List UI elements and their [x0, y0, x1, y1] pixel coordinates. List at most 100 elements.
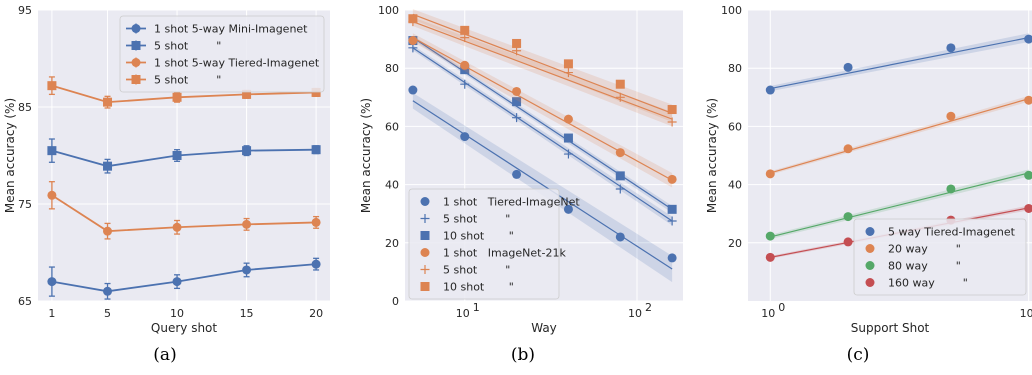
data-point — [512, 113, 522, 123]
data-point — [667, 253, 677, 263]
x-tick-label: 10 — [1020, 307, 1032, 320]
data-point — [103, 97, 113, 107]
fit-line — [770, 37, 1029, 90]
legend-swatch-marker — [131, 58, 141, 67]
data-point — [667, 204, 677, 214]
legend-label: 5 way Tiered-Imagenet — [888, 226, 1016, 239]
data-point — [460, 60, 470, 70]
x-axis-label: Support Shot — [851, 321, 930, 335]
y-tick-label: 20 — [728, 237, 742, 250]
x-tick-exponent: 0 — [778, 301, 785, 314]
data-point — [615, 184, 625, 194]
data-point — [172, 277, 182, 287]
data-point — [512, 38, 522, 48]
confidence-band — [770, 169, 1029, 240]
legend-label: 80 way " — [888, 260, 961, 273]
data-point — [667, 117, 677, 127]
confidence-band — [412, 45, 673, 226]
y-axis-label: Mean accuracy (%) — [3, 98, 17, 213]
y-tick-label: 40 — [385, 179, 399, 192]
data-point — [242, 89, 252, 99]
confidence-band — [412, 9, 673, 123]
data-point — [946, 184, 956, 194]
confidence-band — [770, 33, 1029, 92]
legend-label: 5 shot " — [443, 213, 510, 226]
data-point — [311, 145, 321, 155]
panel-caption: (b) — [511, 345, 535, 365]
legend-label: 1 shot ImageNet-21k — [443, 247, 566, 260]
legend-box — [853, 218, 1027, 296]
data-point — [311, 87, 321, 97]
data-point — [408, 36, 418, 46]
data-point — [563, 149, 573, 159]
data-point — [242, 219, 252, 229]
data-point — [563, 133, 573, 143]
data-point — [103, 226, 113, 236]
data-point — [103, 161, 113, 171]
y-tick-label: 95 — [18, 4, 32, 17]
data-point — [1024, 34, 1032, 44]
data-point — [765, 252, 775, 262]
data-point — [311, 259, 321, 269]
x-tick-exponent: 2 — [645, 301, 652, 314]
legend-swatch-marker — [865, 261, 875, 270]
data-point — [460, 132, 470, 142]
x-tick-label: 1 — [48, 307, 55, 320]
data-point — [47, 277, 57, 287]
data-point — [460, 25, 470, 35]
legend-swatch-marker — [420, 248, 430, 257]
y-tick-label: 65 — [18, 295, 32, 308]
data-point — [172, 151, 182, 160]
data-point — [843, 237, 853, 247]
data-point — [408, 85, 418, 95]
data-point — [615, 171, 625, 181]
legend-swatch-marker — [420, 214, 430, 223]
legend-swatch-marker — [131, 24, 141, 33]
x-tick-label: 10 — [761, 307, 775, 320]
legend-box — [408, 188, 560, 300]
y-tick-label: 0 — [392, 295, 399, 308]
data-point — [47, 146, 57, 156]
legend-swatch-marker — [865, 278, 875, 287]
y-tick-label: 80 — [728, 62, 742, 75]
y-tick-label: 80 — [385, 62, 399, 75]
y-tick-label: 100 — [378, 4, 399, 17]
x-tick-label: 10 — [170, 307, 184, 320]
data-point — [460, 79, 470, 89]
y-tick-label: 85 — [18, 101, 32, 114]
confidence-band — [412, 92, 673, 283]
data-point — [667, 105, 677, 115]
y-tick-label: 100 — [721, 4, 742, 17]
data-point — [615, 79, 625, 89]
fit-line — [412, 100, 673, 270]
x-axis-label: Query shot — [151, 321, 217, 335]
x-tick-label: 5 — [104, 307, 111, 320]
legend-swatch-marker — [865, 227, 875, 236]
data-point — [172, 92, 182, 102]
x-tick-label: 10 — [628, 307, 642, 320]
data-point — [563, 204, 573, 214]
data-point — [765, 231, 775, 241]
fit-line — [770, 172, 1029, 238]
legend-label: 5 shot " — [443, 264, 510, 277]
legend-swatch-marker — [420, 282, 430, 291]
y-tick-label: 75 — [18, 198, 32, 211]
data-point — [843, 62, 853, 72]
legend-label: 160 way " — [888, 277, 968, 290]
data-point — [946, 111, 956, 121]
data-point — [946, 43, 956, 53]
data-point — [1024, 203, 1032, 213]
data-point — [843, 144, 853, 154]
panel-caption: (c) — [847, 345, 870, 365]
data-point — [667, 216, 677, 226]
legend-swatch-marker — [420, 231, 430, 240]
data-point — [615, 232, 625, 242]
data-point — [103, 286, 113, 296]
x-tick-label: 10 — [456, 307, 470, 320]
data-point — [765, 85, 775, 95]
data-point — [667, 174, 677, 184]
y-tick-label: 40 — [728, 179, 742, 192]
legend-label: 20 way " — [888, 243, 961, 256]
fit-line — [770, 98, 1029, 174]
fit-line — [412, 13, 673, 114]
